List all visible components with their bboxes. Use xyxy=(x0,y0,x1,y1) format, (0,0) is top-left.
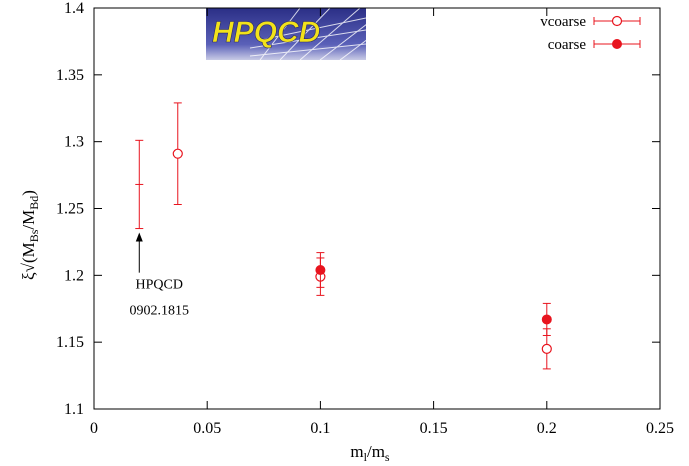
annotation-line-1: HPQCD xyxy=(136,278,183,293)
axis-ticks xyxy=(94,8,660,409)
x-tick-labels: 0 0.05 0.1 0.15 0.2 0.25 xyxy=(90,420,674,437)
marker-filled-circle xyxy=(613,40,622,49)
marker-filled-circle xyxy=(316,265,325,274)
logo-text: HPQCD xyxy=(212,16,320,49)
x-tick-label: 0.1 xyxy=(310,420,330,437)
data-points xyxy=(135,103,551,369)
legend-symbol-vcoarse xyxy=(594,17,640,26)
hpqcd-logo: HPQCD xyxy=(206,8,380,60)
data-point xyxy=(542,303,551,335)
y-tick-label: 1.2 xyxy=(64,267,84,284)
y-tick-label: 1.1 xyxy=(64,401,84,418)
marker-open-circle xyxy=(173,149,182,158)
x-axis-label: ml/ms xyxy=(350,442,390,464)
marker-open-circle xyxy=(542,344,551,353)
series-coarse xyxy=(316,253,551,336)
annotation-arrow-head xyxy=(136,233,143,242)
y-tick-label: 1.4 xyxy=(64,0,84,17)
hpqcd-annotation: HPQCD 0902.1815 xyxy=(130,233,190,319)
data-point xyxy=(173,103,182,205)
legend-symbol-coarse xyxy=(594,40,640,49)
x-tick-label: 0.2 xyxy=(537,420,557,437)
series-vcoarse xyxy=(173,103,551,369)
marker-open-circle xyxy=(613,17,622,26)
x-tick-label: 0.15 xyxy=(420,420,448,437)
y-axis-label: ξ√(MBs/MBd) xyxy=(19,190,41,280)
legend-label-vcoarse: vcoarse xyxy=(540,14,586,30)
y-tick-label: 1.35 xyxy=(56,67,84,84)
y-tick-label: 1.25 xyxy=(56,201,84,218)
series-reference xyxy=(135,140,143,228)
y-tick-label: 1.3 xyxy=(64,134,84,151)
x-tick-label: 0.05 xyxy=(193,420,221,437)
x-tick-label: 0.25 xyxy=(646,420,674,437)
x-tick-label: 0 xyxy=(90,420,98,437)
annotation-line-2: 0902.1815 xyxy=(130,304,190,319)
y-tick-label: 1.15 xyxy=(56,334,84,351)
y-tick-labels: 1.1 1.15 1.2 1.25 1.3 1.35 1.4 xyxy=(56,0,84,418)
legend: vcoarse coarse xyxy=(540,14,640,53)
data-point xyxy=(135,140,143,228)
legend-label-coarse: coarse xyxy=(548,37,587,53)
plot-frame xyxy=(94,8,660,409)
marker-filled-circle xyxy=(542,315,551,324)
